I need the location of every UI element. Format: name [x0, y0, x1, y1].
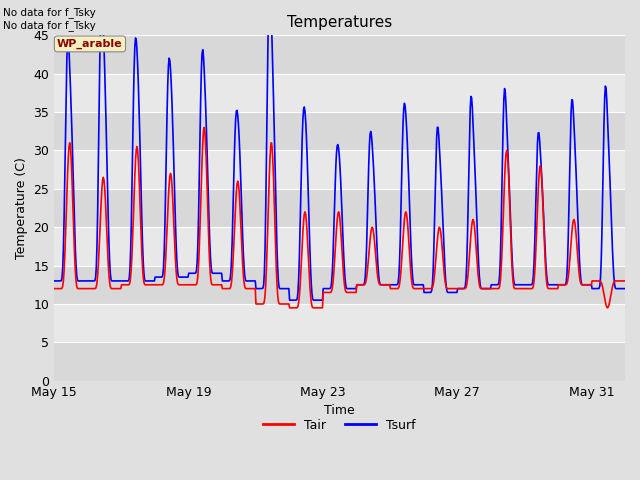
Bar [54, 227, 625, 265]
Text: No data for f_Tsky
No data for f_Tsky: No data for f_Tsky No data for f_Tsky [3, 7, 96, 31]
Bar [54, 112, 625, 150]
X-axis label: Time: Time [324, 404, 355, 417]
Text: WP_arable: WP_arable [57, 39, 123, 49]
Bar [54, 150, 625, 189]
Bar [54, 342, 625, 381]
Title: Temperatures: Temperatures [287, 15, 392, 30]
Y-axis label: Temperature (C): Temperature (C) [15, 157, 28, 259]
Bar [54, 265, 625, 304]
Bar [54, 74, 625, 112]
Bar [54, 189, 625, 227]
Legend: Tair, Tsurf: Tair, Tsurf [258, 414, 421, 437]
Bar [54, 36, 625, 74]
Bar [54, 304, 625, 342]
